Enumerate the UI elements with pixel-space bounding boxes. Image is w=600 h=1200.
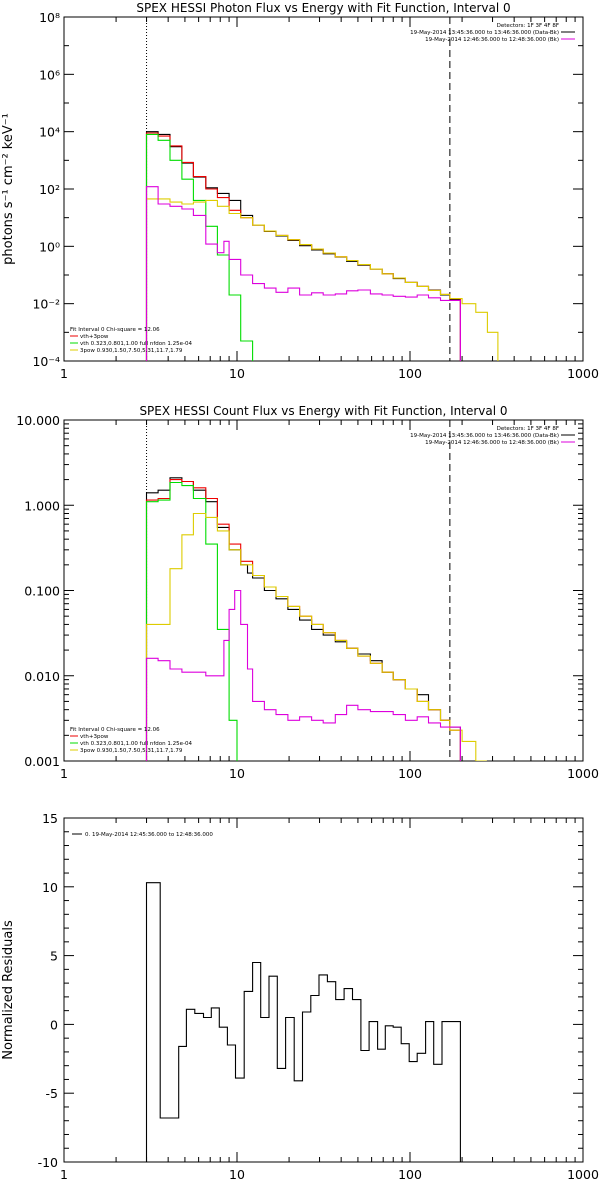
series-line-Bk <box>145 589 461 761</box>
y-tick-label: 0.001 <box>24 754 60 769</box>
plot-frame <box>63 817 584 1163</box>
axis-ticks <box>63 16 584 362</box>
y-tick-label: -10 <box>38 1155 58 1170</box>
y-tick-label: 15 <box>42 811 58 826</box>
y-tick-label: 1.000 <box>24 498 60 513</box>
residuals-panel: Normalized Residuals 1 10 100 1000 -10 -5 0 5 10 1… <box>1 811 599 1182</box>
y-tick-label: 10 <box>42 880 58 895</box>
y-axis-label: Normalized Residuals <box>1 920 16 1060</box>
y-tick-label: 10² <box>39 182 60 197</box>
series-line-3pow <box>145 198 499 361</box>
x-tick-label: 1 <box>60 766 68 781</box>
y-tick-label: 10⁸ <box>39 10 60 25</box>
legend-entry: 3pow 0.930,1.50,7.50,5.31,11.7,1.79 <box>80 748 183 754</box>
x-tick-label: 1000 <box>567 1167 599 1182</box>
axis-ticks <box>63 419 584 762</box>
plot-frame <box>63 419 584 762</box>
legend-entry: 0. 19-May-2014 12:45:36.000 to 12:48:36.… <box>85 832 213 838</box>
y-tick-label: 0 <box>50 1017 58 1032</box>
y-tick-label: 10⁴ <box>39 125 60 140</box>
chart-title: SPEX HESSI Count Flux vs Energy with Fit… <box>139 404 507 418</box>
legend-entry: 3pow 0.930,1.50,7.50,5.31,11.7,1.79 <box>80 348 183 354</box>
x-tick-label: 1000 <box>567 766 599 781</box>
series-line-data <box>145 882 461 1162</box>
y-tick-label: 0.010 <box>24 669 60 684</box>
chart-title: SPEX HESSI Photon Flux vs Energy with Fi… <box>136 1 510 15</box>
legend-entry: Fit Interval 0 Chi-square = 12.06 <box>70 727 160 733</box>
legend-entry: vth 0.323,0.801,1.00 full nfdon 1.25e-04 <box>80 341 192 347</box>
legend-entry: Fit Interval 0 Chi-square = 12.06 <box>70 327 160 333</box>
x-tick-label: 1000 <box>567 366 599 381</box>
y-tick-label: 10⁰ <box>39 239 60 254</box>
y-tick-label: 0.100 <box>24 584 60 599</box>
x-tick-label: 1 <box>60 1167 68 1182</box>
photon-flux-panel: SPEX HESSI Photon Flux vs Energy with Fi… <box>1 1 599 381</box>
y-tick-label: 10.000 <box>16 413 60 428</box>
axis-ticks <box>63 817 584 1163</box>
y-tick-label: 5 <box>50 949 58 964</box>
legend-entry: 19-May-2014 13:45:36.000 to 13:46:36.000… <box>410 433 559 439</box>
series-line-vth+3pow <box>145 132 461 361</box>
x-tick-label: 100 <box>398 1167 422 1182</box>
x-tick-label: 1 <box>60 366 68 381</box>
legend-entry: vth+3pow <box>80 334 109 340</box>
x-tick-label: 100 <box>398 366 422 381</box>
y-tick-label: 10⁶ <box>39 67 60 82</box>
x-tick-label: 100 <box>398 766 422 781</box>
x-tick-label: 10 <box>229 1167 245 1182</box>
y-tick-label: 10⁻² <box>32 297 60 312</box>
y-axis-label: photons s⁻¹ cm⁻² keV⁻¹ <box>1 113 16 265</box>
series-line-3pow <box>145 512 487 761</box>
legend-entry: 19-May-2014 12:46:36.000 to 12:48:36.000… <box>425 440 559 446</box>
legend-entry: Detectors: 1F 3F 4F 8F <box>497 426 559 432</box>
series-line-Bk <box>145 186 461 361</box>
x-tick-label: 10 <box>229 366 245 381</box>
x-tick-label: 10 <box>229 766 245 781</box>
legend-entry: vth 0.323,0.801,1.00 full nfdon 1.25e-04 <box>80 741 192 747</box>
plot-frame <box>63 16 584 362</box>
legend-entry: vth+3pow <box>80 734 109 740</box>
legend-entry: 19-May-2014 12:46:36.000 to 12:48:36.000… <box>425 37 559 43</box>
legend-entry: 19-May-2014 13:45:36.000 to 13:46:36.000… <box>410 30 559 36</box>
y-tick-label: 10⁻⁴ <box>32 354 60 369</box>
series-line-vth <box>145 481 238 761</box>
legend-entry: Detectors: 1F 3F 4F 8F <box>497 23 559 29</box>
count-flux-panel: SPEX HESSI Count Flux vs Energy with Fit… <box>16 404 599 781</box>
series-line-vth <box>145 133 254 361</box>
y-tick-label: -5 <box>46 1086 58 1101</box>
